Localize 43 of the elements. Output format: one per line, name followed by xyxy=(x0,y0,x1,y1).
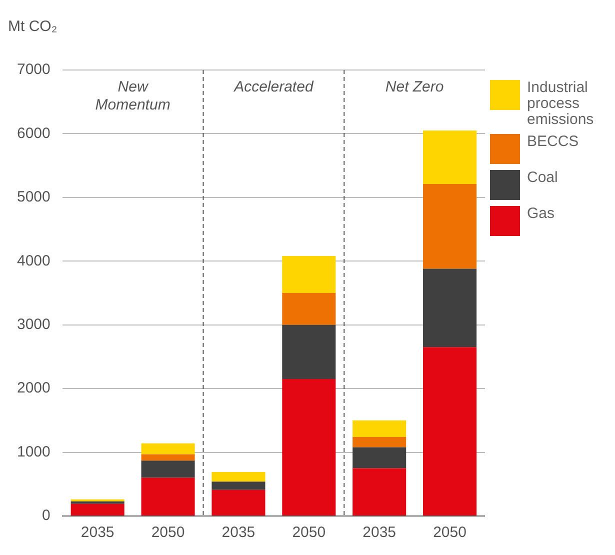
bar xyxy=(423,184,477,269)
y-tick-label: 2000 xyxy=(16,380,50,397)
legend-label: BECCS xyxy=(527,133,579,150)
bar xyxy=(352,420,406,437)
bar xyxy=(141,460,195,478)
bar xyxy=(141,478,195,516)
x-tick-label: 2050 xyxy=(292,524,326,542)
y-tick-label: 7000 xyxy=(16,61,50,78)
annotation: New Momentum xyxy=(95,78,170,114)
bar xyxy=(352,468,406,516)
bar xyxy=(352,447,406,468)
bar xyxy=(282,324,336,380)
x-tick-label: 2050 xyxy=(433,524,466,542)
legend-label: Coal xyxy=(527,169,558,186)
y-tick-label: 3000 xyxy=(16,316,50,333)
bar xyxy=(282,293,336,325)
annotation: Net Zero xyxy=(385,78,444,96)
bar xyxy=(423,347,477,516)
bar xyxy=(352,436,406,448)
bar xyxy=(423,130,477,184)
x-tick-label: 2035 xyxy=(222,524,256,542)
bar xyxy=(282,379,336,516)
y-axis-title: Mt CO₂ xyxy=(8,18,58,35)
bar xyxy=(141,454,195,461)
x-tick-label: 2035 xyxy=(80,524,114,542)
bar xyxy=(423,268,477,348)
x-tick-label: 2050 xyxy=(151,524,185,542)
bar xyxy=(212,472,266,482)
y-tick-label: 5000 xyxy=(16,188,50,206)
legend-label: Gas xyxy=(527,205,555,222)
bar xyxy=(212,490,266,516)
bar xyxy=(70,501,124,504)
y-tick-label: 4000 xyxy=(16,252,50,270)
y-tick-label: 6000 xyxy=(16,124,50,142)
bar xyxy=(212,482,266,490)
y-tick-label: 0 xyxy=(42,507,50,524)
bar xyxy=(282,256,336,293)
y-tick-label: 1000 xyxy=(16,443,50,460)
annotation: Accelerated xyxy=(233,78,314,96)
bar xyxy=(141,443,195,454)
bar xyxy=(70,504,124,516)
legend-label: Industrial process emissions xyxy=(527,79,595,128)
x-tick-label: 2035 xyxy=(362,524,396,542)
